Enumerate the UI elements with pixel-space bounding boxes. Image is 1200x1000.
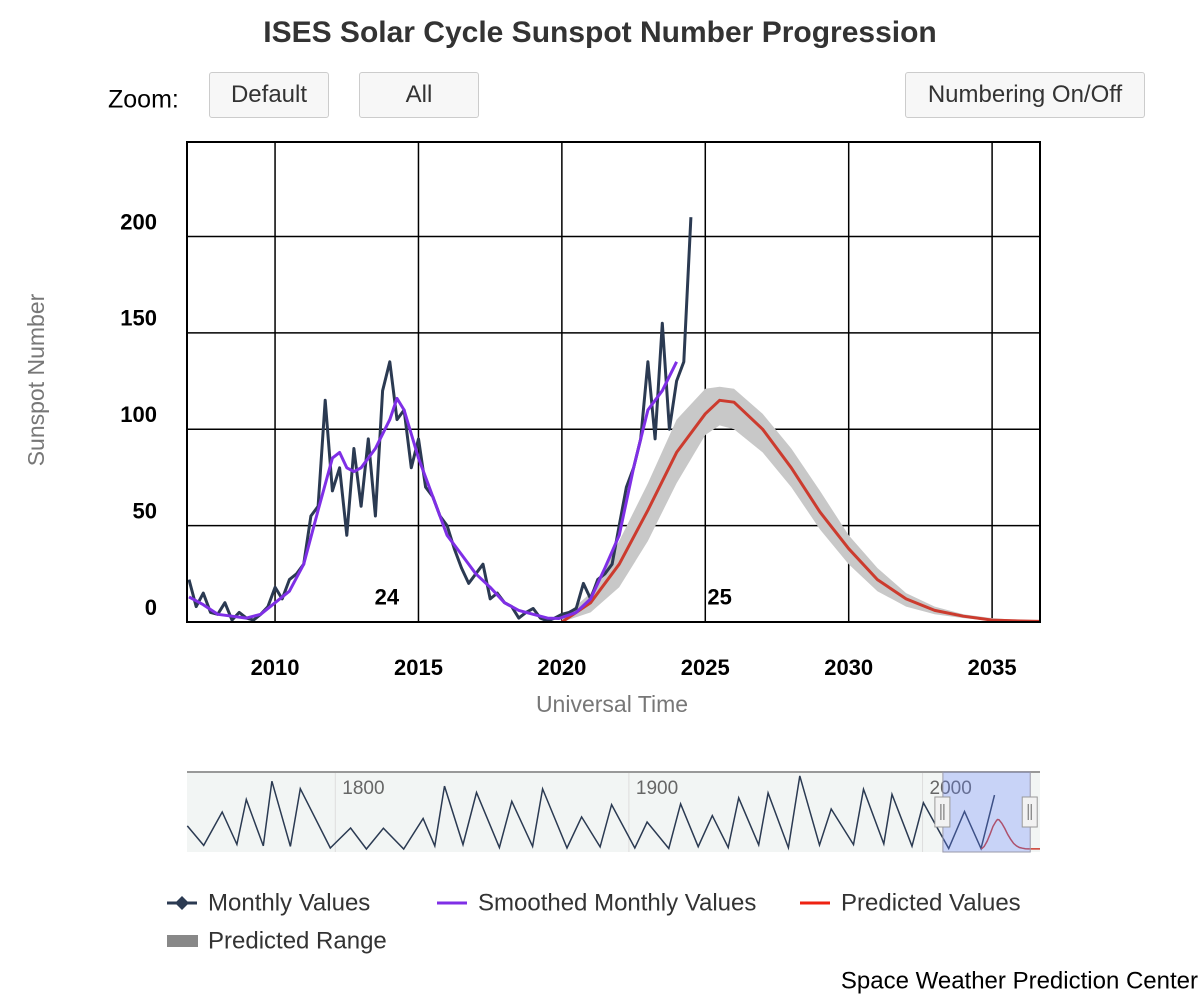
plot-border (186, 141, 1041, 623)
series-line (188, 361, 678, 620)
navigator-tick-label: 1900 (636, 778, 678, 799)
legend-item[interactable]: Predicted Range (167, 927, 387, 954)
series-line (561, 398, 1040, 622)
legend-label: Monthly Values (208, 889, 370, 916)
legend-label: Smoothed Monthly Values (478, 889, 756, 916)
zoom-default-button[interactable]: Default (209, 72, 329, 118)
legend-swatch (167, 935, 198, 947)
navigator-bg (187, 772, 1040, 852)
credit: Space Weather Prediction Center (841, 967, 1198, 994)
cycle-label: 25 (707, 585, 731, 610)
navigator-selection (942, 771, 1031, 853)
legend-label: Predicted Values (841, 889, 1021, 916)
legend-item[interactable]: Monthly Values (167, 889, 370, 916)
x-tick-label: 2010 (251, 655, 300, 680)
plot-area (187, 217, 1040, 622)
navigator-handle[interactable] (934, 796, 951, 828)
x-tick-label: 2025 (681, 655, 730, 680)
navigator-predicted-line (980, 818, 1040, 850)
cycle-label: 24 (375, 585, 400, 610)
zoom-all-button[interactable]: All (359, 72, 479, 118)
y-tick-label: 0 (145, 595, 157, 620)
legend-label: Predicted Range (208, 927, 387, 954)
legend-marker (175, 896, 189, 910)
x-axis-label: Universal Time (536, 691, 688, 717)
zoom-label: Zoom: (108, 86, 179, 114)
y-tick-label: 100 (120, 402, 157, 427)
handle-box (934, 796, 951, 828)
x-tick-label: 2015 (394, 655, 443, 680)
legend-item[interactable]: Predicted Values (800, 889, 1021, 916)
x-tick-label: 2035 (968, 655, 1017, 680)
y-tick-label: 150 (120, 306, 157, 331)
y-tick-label: 50 (133, 498, 157, 523)
y-axis-label: Sunspot Number (23, 293, 49, 466)
legend-item[interactable]: Smoothed Monthly Values (437, 889, 756, 916)
y-tick-label: 200 (120, 209, 157, 234)
predicted-range-band (561, 386, 1040, 622)
numbering-toggle-button[interactable]: Numbering On/Off (905, 72, 1145, 118)
x-tick-label: 2030 (824, 655, 873, 680)
navigator-handle[interactable] (1021, 796, 1038, 828)
navigator-line (186, 775, 996, 851)
navigator-tick-label: 1800 (342, 778, 384, 799)
chart-title: ISES Solar Cycle Sunspot Number Progress… (263, 16, 937, 49)
x-tick-label: 2020 (537, 655, 586, 680)
navigator-tick-label: 2000 (930, 778, 972, 799)
handle-box (1021, 796, 1038, 828)
